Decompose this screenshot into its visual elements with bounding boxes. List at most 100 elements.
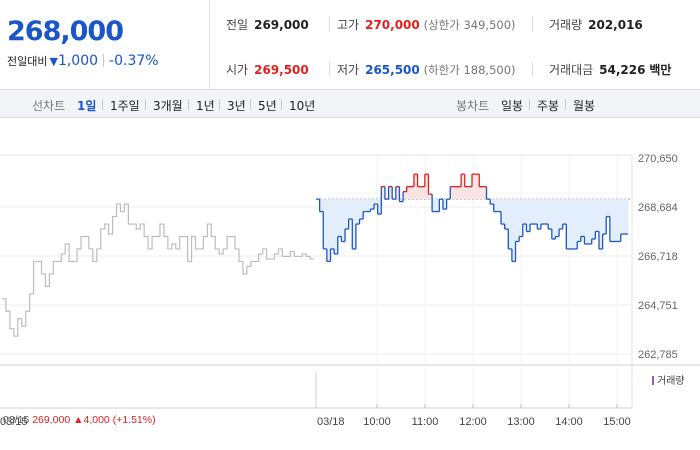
low-price: 저가 265,500 (하한가 188,500) [337, 61, 516, 78]
x-tick-label: 15:00 [603, 416, 631, 428]
divider [565, 99, 566, 110]
x-tick-label: 03/18 [317, 416, 345, 428]
tab-period-10y[interactable]: 10년 [289, 99, 316, 113]
divider [529, 99, 530, 110]
area-fill-segment [551, 199, 556, 239]
area-fill-segment [363, 199, 368, 212]
area-fill-segment [555, 199, 560, 237]
area-fill-segment [377, 199, 382, 215]
area-fill-segment [602, 199, 607, 235]
down-arrow-icon: ▼ [49, 55, 58, 68]
tab-period-1w[interactable]: 1주일 [110, 99, 140, 113]
tab-candle-monthly[interactable]: 월봉 [573, 99, 596, 113]
x-tick-label: 03/15 [0, 416, 28, 428]
area-fill-segment [497, 199, 502, 212]
area-fill-segment [359, 199, 364, 220]
area-fill-segment [501, 199, 505, 225]
y-tick-label: 270,650 [638, 153, 678, 165]
divider [532, 17, 533, 31]
area-fill-segment [330, 199, 335, 249]
area-fill-segment [598, 199, 603, 249]
low-value: 265,500 [365, 63, 420, 77]
area-fill-segment [453, 186, 458, 200]
area-fill-segment [482, 186, 487, 200]
x-tick-label: 11:00 [412, 416, 439, 428]
area-fill-segment [530, 199, 534, 225]
prev-close-label: 전일 [226, 18, 249, 32]
change-label: 전일대비 [7, 55, 48, 68]
area-fill-segment [370, 199, 375, 210]
area-fill-segment [348, 199, 353, 220]
open-price: 시가 269,500 [226, 61, 309, 78]
area-fill-segment [606, 199, 611, 217]
area-fill-segment [366, 199, 371, 212]
upper-limit-note: (상한가 349,500) [423, 18, 516, 32]
up-arrow-icon: ▲ [73, 414, 84, 426]
area-fill-segment [544, 199, 549, 225]
area-fill-segment [595, 199, 600, 232]
area-fill-segment [432, 199, 437, 212]
volume-label: 거래량 [549, 18, 583, 32]
prev-day-date: 03/15 [3, 414, 30, 426]
tab-candle-weekly[interactable]: 주봉 [537, 99, 560, 113]
area-fill-segment [540, 199, 545, 225]
area-fill-segment [417, 186, 422, 200]
area-fill-segment [341, 199, 346, 242]
price-summary: 268,000 전일대비 ▼1,000 -0.37% 전일 269,000 고가 270… [0, 0, 700, 90]
area-fill-segment [450, 186, 455, 200]
divider [329, 17, 330, 31]
area-fill-segment [522, 199, 527, 225]
divider [532, 62, 533, 76]
y-tick-label: 264,751 [638, 300, 678, 312]
chart-grid [0, 154, 700, 409]
tab-period-1y[interactable]: 1년 [196, 99, 215, 113]
tab-period-5y[interactable]: 5년 [258, 99, 277, 113]
area-fill-segment [399, 199, 404, 202]
area-fill-segment [326, 199, 331, 262]
tab-period-1d[interactable]: 1일 [77, 99, 97, 113]
tab-candle-daily[interactable]: 일봉 [501, 99, 524, 113]
y-tick-label: 266,718 [638, 251, 678, 263]
lower-limit-note: (하한가 188,500) [423, 63, 516, 77]
x-tick-label: 13:00 [507, 416, 535, 428]
tab-period-3y[interactable]: 3년 [227, 99, 246, 113]
prev-day-change: 4,000 [83, 414, 110, 426]
tab-period-3m[interactable]: 3개월 [153, 99, 183, 113]
area-fill-segment [577, 199, 582, 242]
area-fill-segment [475, 174, 480, 200]
area-fill-segment [395, 186, 400, 200]
area-fill-segment [493, 199, 498, 212]
area-fill-segment [580, 199, 585, 237]
x-tick-label: 14:00 [555, 416, 583, 428]
prev-day-price: 269,000 [32, 414, 71, 426]
area-fill-segment [457, 186, 462, 200]
divider [219, 99, 220, 110]
prev-close: 전일 269,000 [226, 16, 309, 33]
area-fill-segment [337, 199, 342, 237]
trade-amount: 거래대금 54,226 백만 [549, 61, 671, 78]
area-fill-segment [428, 194, 433, 200]
low-label: 저가 [337, 63, 360, 77]
area-fill-segment [526, 199, 531, 232]
high-price: 고가 270,000 (상한가 349,500) [337, 16, 516, 33]
volume-value: 202,016 [588, 18, 643, 32]
volume-legend-swatch [652, 376, 654, 385]
chart-tabs: 선차트 1일 1주일 3개월 1년 3년 5년 10년 봉차트 일봉 주봉 월봉 [0, 90, 700, 118]
divider [103, 54, 105, 67]
divider [145, 99, 146, 110]
area-fill-segment [319, 199, 324, 212]
area-fill-segment [588, 199, 593, 244]
line-chart-label: 선차트 [32, 99, 66, 113]
area-fill-segment [508, 199, 513, 249]
area-fill-segment [504, 199, 509, 230]
volume-legend: 거래량 [652, 372, 685, 387]
price-chart: 270,650 268,684 266,718 264,751 262,785 03/15… [0, 153, 700, 428]
amount-label: 거래대금 [549, 63, 594, 77]
volume: 거래량 202,016 [549, 16, 643, 33]
y-tick-label: 268,684 [638, 202, 678, 214]
area-fill-segment [584, 199, 589, 244]
divider [329, 62, 330, 76]
area-fill-segment [435, 199, 440, 212]
area-fill-segment [468, 186, 473, 200]
area-fill-segment [406, 186, 411, 200]
